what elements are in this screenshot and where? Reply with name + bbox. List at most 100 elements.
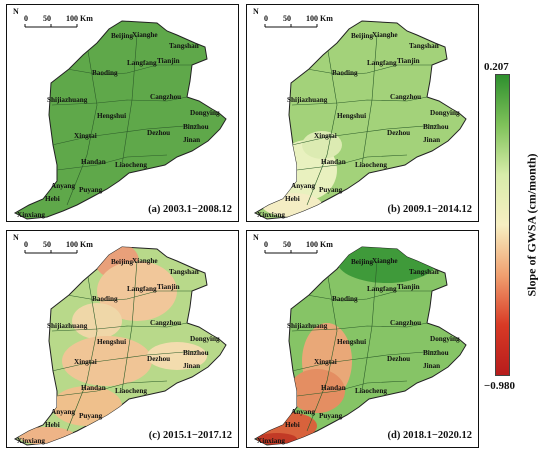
city-label-binzhou: Binzhou: [183, 123, 209, 131]
city-label-hebi: Hebi: [285, 421, 300, 429]
city-label-dongying: Dongying: [190, 335, 220, 343]
slope-patches: [257, 247, 437, 445]
city-label-shijiazhuang: Shijiazhuang: [47, 322, 88, 330]
north-arrow-icon: N: [253, 233, 259, 242]
north-arrow-icon: N: [13, 7, 19, 16]
city-label-hengshui: Hengshui: [337, 112, 366, 120]
city-label-beijing: Beijing: [351, 32, 373, 40]
city-label-xingtai: Xingtai: [74, 132, 97, 140]
city-label-liaocheng: Liaocheng: [115, 387, 147, 395]
city-label-baoding: Baoding: [92, 295, 118, 303]
city-label-handan: Handan: [81, 384, 106, 392]
city-label-tianjin: Tianjin: [397, 57, 420, 65]
legend-title: Slope of GWSA (cm/month): [524, 153, 539, 297]
admin-boundaries: [291, 260, 438, 432]
city-label-puyang: Puyang: [319, 412, 343, 420]
city-label-tangshan: Tangshan: [409, 268, 439, 276]
city-label-xinxiang: Xinxiang: [257, 211, 285, 219]
city-label-anyang: Anyang: [51, 182, 75, 190]
city-label-handan: Handan: [321, 158, 346, 166]
city-label-cangzhou: Cangzhou: [390, 319, 421, 327]
city-label-dongying: Dongying: [190, 109, 220, 117]
city-label-hengshui: Hengshui: [337, 338, 366, 346]
city-label-jinan: Jinan: [423, 362, 440, 370]
north-arrow-icon: N: [253, 7, 259, 16]
city-label-anyang: Anyang: [291, 408, 315, 416]
city-label-langfang: Langfang: [367, 59, 397, 67]
city-label-hengshui: Hengshui: [97, 112, 126, 120]
city-label-langfang: Langfang: [127, 285, 157, 293]
city-label-cangzhou: Cangzhou: [390, 93, 421, 101]
city-label-liaocheng: Liaocheng: [355, 161, 387, 169]
city-label-handan: Handan: [81, 158, 106, 166]
city-label-hebi: Hebi: [45, 421, 60, 429]
region-shape: [14, 20, 227, 220]
city-label-shijiazhuang: Shijiazhuang: [287, 96, 328, 104]
city-label-shijiazhuang: Shijiazhuang: [287, 322, 328, 330]
city-label-xianghe: Xianghe: [132, 31, 158, 39]
city-label-xingtai: Xingtai: [314, 132, 337, 140]
map-panel-c: Beijing Xianghe Tangshan Tianjin Langfang Bao…: [6, 230, 239, 448]
city-label-jinan: Jinan: [183, 362, 200, 370]
city-label-langfang: Langfang: [367, 285, 397, 293]
city-label-tangshan: Tangshan: [169, 268, 199, 276]
city-label-cangzhou: Cangzhou: [150, 93, 181, 101]
city-label-puyang: Puyang: [79, 186, 103, 194]
city-label-hengshui: Hengshui: [97, 338, 126, 346]
map-panel-d: Beijing Xianghe Tangshan Tianjin Langfang Bao…: [246, 230, 479, 448]
map-panel-a: Beijing Xianghe Tangshan Tianjin Langfang Bao…: [6, 4, 239, 222]
city-label-xinxiang: Xinxiang: [257, 437, 285, 445]
city-label-binzhou: Binzhou: [423, 123, 449, 131]
city-label-xingtai: Xingtai: [314, 358, 337, 366]
admin-boundaries: [291, 34, 438, 206]
panel-caption: (a) 2003.1−2008.12: [148, 204, 232, 215]
city-label-jinan: Jinan: [183, 136, 200, 144]
city-label-tangshan: Tangshan: [409, 42, 439, 50]
legend-colorbar: [495, 74, 510, 376]
panel-caption: (b) 2009.1−2014.12: [387, 204, 472, 215]
city-label-xinxiang: Xinxiang: [17, 437, 45, 445]
city-label-tianjin: Tianjin: [157, 283, 180, 291]
city-label-puyang: Puyang: [79, 412, 103, 420]
city-label-cangzhou: Cangzhou: [150, 319, 181, 327]
city-label-handan: Handan: [321, 384, 346, 392]
city-label-hebi: Hebi: [285, 195, 300, 203]
city-label-anyang: Anyang: [51, 408, 75, 416]
city-label-liaocheng: Liaocheng: [115, 161, 147, 169]
city-label-dezhou: Dezhou: [147, 355, 170, 363]
city-label-langfang: Langfang: [127, 59, 157, 67]
city-label-tianjin: Tianjin: [157, 57, 180, 65]
city-label-dongying: Dongying: [430, 109, 460, 117]
city-label-xianghe: Xianghe: [132, 257, 158, 265]
city-label-hebi: Hebi: [45, 195, 60, 203]
city-label-jinan: Jinan: [423, 136, 440, 144]
admin-boundaries: [51, 260, 198, 432]
city-label-beijing: Beijing: [111, 258, 133, 266]
city-label-tangshan: Tangshan: [169, 42, 199, 50]
city-label-xianghe: Xianghe: [372, 31, 398, 39]
city-label-liaocheng: Liaocheng: [355, 387, 387, 395]
north-arrow-icon: N: [13, 233, 19, 242]
panel-caption: (c) 2015.1−2017.12: [148, 430, 232, 441]
city-label-tianjin: Tianjin: [397, 283, 420, 291]
city-label-baoding: Baoding: [92, 69, 118, 77]
region-shape: [254, 20, 467, 220]
admin-boundaries: [51, 34, 198, 206]
slope-patches: [262, 131, 342, 217]
map-panel-b: Beijing Xianghe Tangshan Tianjin Langfang Bao…: [246, 4, 479, 222]
city-label-baoding: Baoding: [332, 69, 358, 77]
city-label-dezhou: Dezhou: [387, 129, 410, 137]
city-label-beijing: Beijing: [351, 258, 373, 266]
city-label-binzhou: Binzhou: [183, 349, 209, 357]
city-label-shijiazhuang: Shijiazhuang: [47, 96, 88, 104]
city-label-anyang: Anyang: [291, 182, 315, 190]
city-label-dongying: Dongying: [430, 335, 460, 343]
city-label-dezhou: Dezhou: [387, 355, 410, 363]
city-label-dezhou: Dezhou: [147, 129, 170, 137]
legend-min-label: −0.980: [484, 380, 516, 392]
legend-max-label: 0.207: [484, 61, 509, 73]
